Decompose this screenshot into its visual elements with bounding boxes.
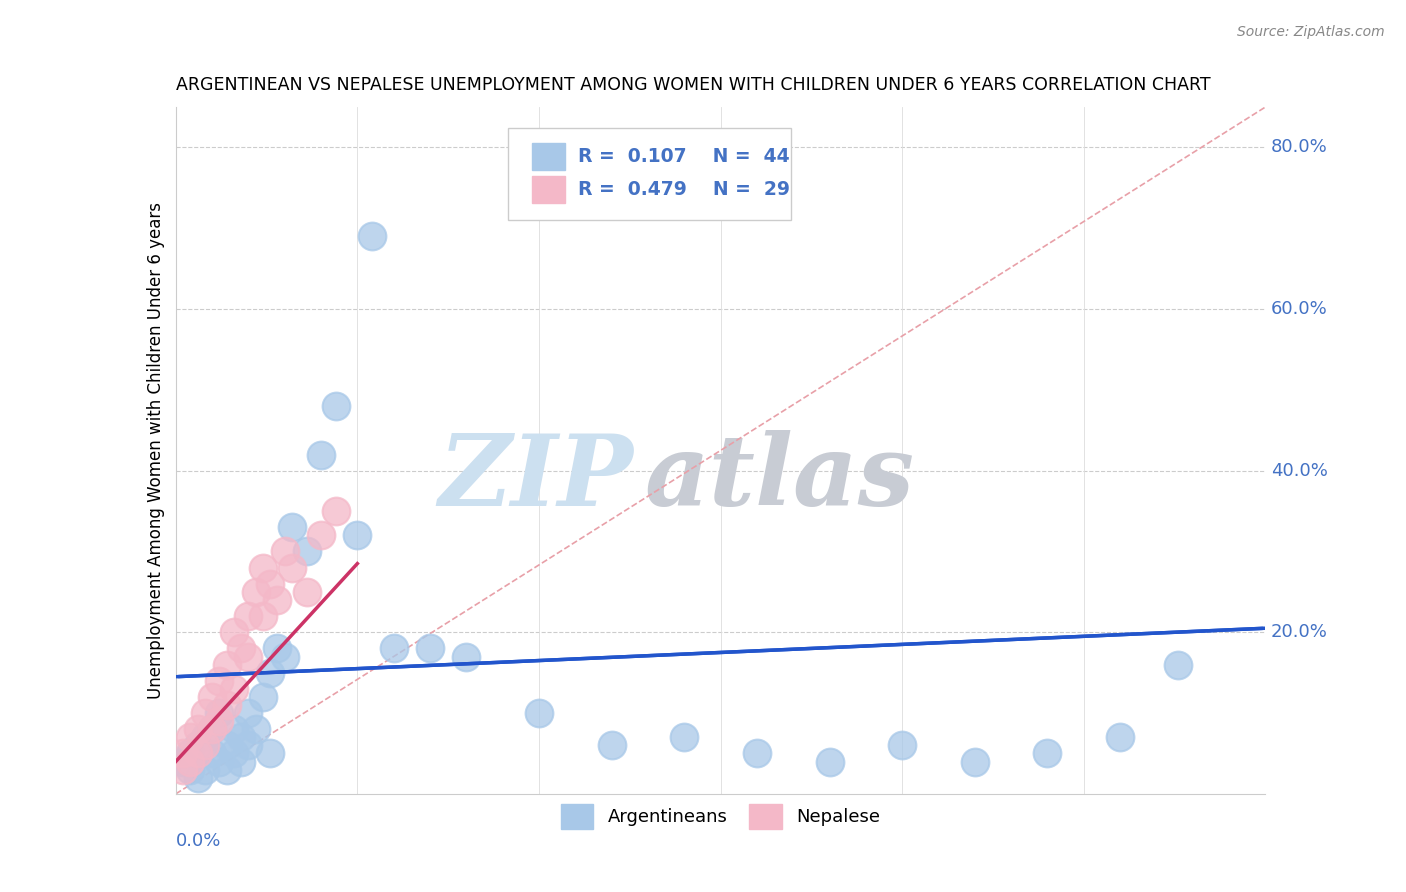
Point [309, 528, 332, 542]
FancyBboxPatch shape [508, 128, 792, 220]
Bar [531, 176, 565, 203]
Text: 20.0%: 20.0% [1271, 624, 1327, 641]
Point [208, 673, 231, 688]
Text: ZIP: ZIP [439, 430, 633, 526]
Point [194, 763, 217, 777]
Point [274, 544, 297, 558]
Point [179, 755, 201, 769]
Point [745, 747, 768, 761]
Point [208, 714, 231, 728]
Point [238, 739, 260, 753]
Point [245, 723, 267, 737]
Y-axis label: Unemployment Among Women with Children Under 6 years: Unemployment Among Women with Children U… [146, 202, 165, 699]
Text: R =  0.107    N =  44: R = 0.107 N = 44 [578, 147, 789, 166]
Point [309, 448, 332, 462]
Point [201, 723, 224, 737]
Point [245, 585, 267, 599]
Point [259, 665, 281, 680]
Point [201, 747, 224, 761]
Point [194, 739, 217, 753]
Point [259, 747, 281, 761]
Point [295, 544, 318, 558]
Point [673, 731, 696, 745]
Point [891, 739, 914, 753]
Point [360, 229, 382, 244]
Point [382, 641, 405, 656]
Point [231, 755, 253, 769]
Point [215, 657, 238, 672]
Point [179, 747, 201, 761]
Point [172, 747, 194, 761]
Point [194, 706, 217, 720]
Point [231, 731, 253, 745]
Point [186, 771, 209, 785]
Point [456, 649, 478, 664]
Text: 40.0%: 40.0% [1271, 462, 1327, 480]
Point [222, 723, 245, 737]
Point [325, 504, 347, 518]
Point [222, 625, 245, 640]
Text: ARGENTINEAN VS NEPALESE UNEMPLOYMENT AMONG WOMEN WITH CHILDREN UNDER 6 YEARS COR: ARGENTINEAN VS NEPALESE UNEMPLOYMENT AMO… [176, 77, 1211, 95]
Point [281, 560, 304, 574]
Point [818, 755, 841, 769]
Point [1109, 731, 1132, 745]
Point [222, 747, 245, 761]
Point [215, 739, 238, 753]
Point [1036, 747, 1059, 761]
Point [215, 698, 238, 712]
Point [600, 739, 623, 753]
Bar [531, 143, 565, 170]
Point [259, 576, 281, 591]
Point [325, 399, 347, 413]
Point [201, 723, 224, 737]
Text: R =  0.479    N =  29: R = 0.479 N = 29 [578, 180, 790, 199]
Text: 0.0%: 0.0% [176, 831, 221, 850]
Point [179, 763, 201, 777]
Point [194, 731, 217, 745]
Point [238, 609, 260, 624]
Point [419, 641, 441, 656]
Point [266, 593, 288, 607]
Point [222, 681, 245, 696]
Point [208, 755, 231, 769]
Point [208, 706, 231, 720]
Point [252, 690, 274, 704]
Point [252, 609, 274, 624]
Legend: Argentineans, Nepalese: Argentineans, Nepalese [554, 797, 887, 837]
Point [231, 641, 253, 656]
Point [179, 731, 201, 745]
Text: 60.0%: 60.0% [1271, 300, 1327, 318]
Point [215, 763, 238, 777]
Point [186, 747, 209, 761]
Point [1167, 657, 1189, 672]
Point [238, 649, 260, 664]
Point [266, 641, 288, 656]
Point [252, 560, 274, 574]
Text: Source: ZipAtlas.com: Source: ZipAtlas.com [1237, 25, 1385, 39]
Point [274, 649, 297, 664]
Point [238, 706, 260, 720]
Point [172, 763, 194, 777]
Point [527, 706, 550, 720]
Text: atlas: atlas [644, 430, 914, 526]
Point [295, 585, 318, 599]
Point [172, 755, 194, 769]
Point [281, 520, 304, 534]
Text: 80.0%: 80.0% [1271, 138, 1327, 156]
Point [963, 755, 986, 769]
Point [186, 739, 209, 753]
Point [346, 528, 368, 542]
Point [186, 723, 209, 737]
Point [201, 690, 224, 704]
